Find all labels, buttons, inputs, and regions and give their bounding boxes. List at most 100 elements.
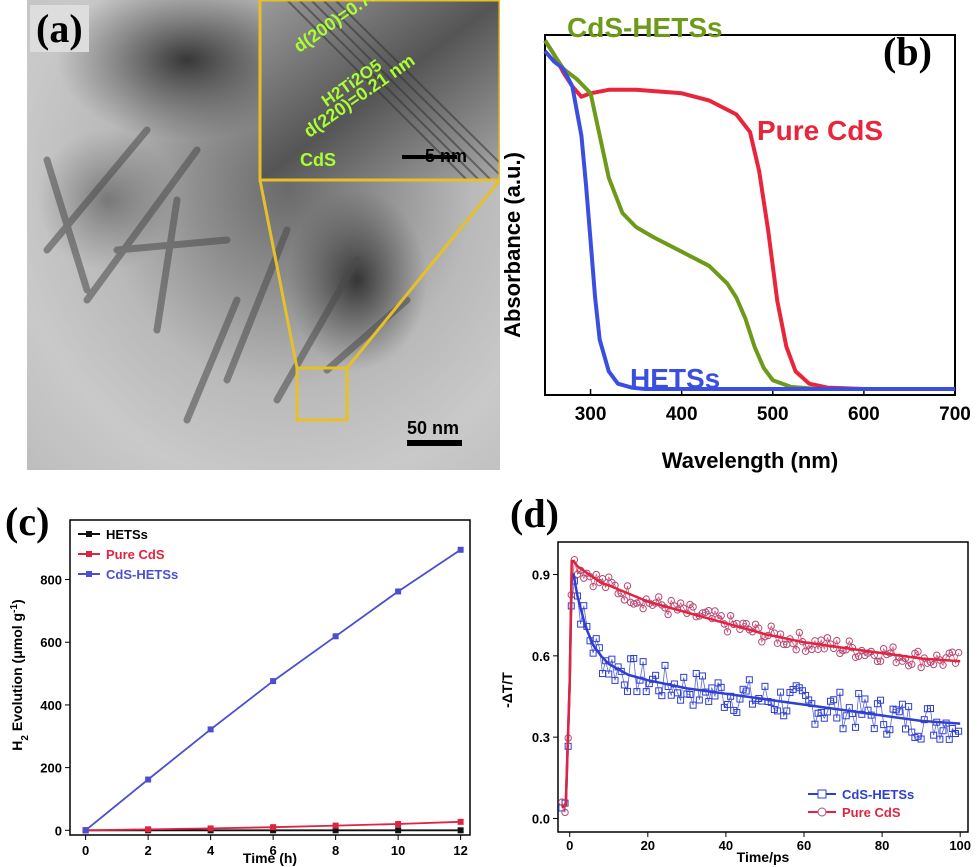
data-point-d-pure-cds bbox=[823, 634, 832, 642]
raw-trace-d-cds-hetss bbox=[561, 580, 959, 809]
data-point-d-pure-cds bbox=[620, 596, 629, 604]
x-tick-label-c: 10 bbox=[391, 843, 405, 858]
data-point-d-cds-hetss bbox=[695, 696, 703, 704]
data-point-d-pure-cds bbox=[723, 628, 732, 636]
x-tick-label-b: 600 bbox=[848, 404, 880, 425]
data-point-d-cds-hetss bbox=[917, 735, 925, 743]
data-point-c-pure-cds bbox=[457, 818, 464, 825]
panel-a: (a) d(200)=0.73 nm H2Ti2O5 d(220)=0.21 n… bbox=[0, 0, 505, 472]
data-point-d-pure-cds bbox=[914, 647, 922, 656]
data-point-c-cds-hetss bbox=[270, 678, 277, 685]
data-point-c-cds-hetss bbox=[82, 827, 89, 834]
data-point-d-pure-cds bbox=[851, 653, 860, 662]
series-line-b-hetss bbox=[543, 49, 955, 391]
data-point-d-cds-hetss bbox=[936, 735, 944, 743]
data-point-d-pure-cds bbox=[667, 596, 675, 605]
data-point-d-cds-hetss bbox=[745, 676, 753, 684]
x-tick-label-d: 60 bbox=[797, 838, 811, 853]
x-tick-label-d: 40 bbox=[719, 838, 733, 853]
data-point-d-pure-cds bbox=[742, 619, 750, 628]
data-point-d-cds-hetss bbox=[620, 681, 628, 689]
data-point-d-cds-hetss bbox=[855, 690, 863, 698]
data-point-d-cds-hetss bbox=[661, 661, 669, 669]
x-axis-label-b: Wavelength (nm) bbox=[662, 448, 838, 473]
data-point-c-cds-hetss bbox=[332, 633, 339, 640]
data-point-d-pure-cds bbox=[889, 643, 897, 651]
x-tick-label-d: 100 bbox=[949, 838, 971, 853]
y-tick-label-c: 800 bbox=[40, 573, 62, 588]
data-point-d-cds-hetss bbox=[945, 735, 953, 743]
fit-line-d-pure-cds bbox=[561, 559, 961, 809]
data-point-d-pure-cds bbox=[767, 622, 775, 630]
x-tick-label-c: 12 bbox=[453, 843, 467, 858]
x-tick-label-b: 500 bbox=[757, 404, 789, 425]
data-point-d-pure-cds bbox=[845, 637, 853, 645]
data-point-d-cds-hetss bbox=[608, 655, 616, 663]
tem-texture bbox=[37, 0, 500, 446]
data-point-d-cds-hetss bbox=[761, 682, 769, 690]
series-line-b-cds-hetss bbox=[543, 39, 955, 391]
data-point-d-pure-cds bbox=[917, 663, 925, 672]
data-point-d-cds-hetss bbox=[877, 696, 885, 704]
data-point-d-cds-hetss bbox=[717, 683, 725, 691]
x-tick-label-c: 2 bbox=[145, 843, 152, 858]
phase-label-2: CdS bbox=[300, 150, 336, 170]
data-point-d-cds-hetss bbox=[630, 654, 638, 662]
data-point-d-pure-cds bbox=[954, 648, 963, 657]
series-label-pure-cds: Pure CdS bbox=[757, 115, 883, 146]
data-point-d-cds-hetss bbox=[852, 723, 860, 731]
y-tick-label-c: 400 bbox=[40, 698, 62, 713]
data-point-d-pure-cds bbox=[779, 640, 788, 649]
data-point-d-pure-cds bbox=[833, 636, 841, 645]
x-tick-label-c: 0 bbox=[82, 843, 89, 858]
y-tick-label-d: 0.3 bbox=[532, 730, 550, 745]
legend-marker-d bbox=[817, 789, 827, 799]
data-point-d-pure-cds bbox=[908, 660, 916, 669]
data-point-d-cds-hetss bbox=[705, 697, 713, 705]
data-point-d-cds-hetss bbox=[777, 688, 785, 696]
data-point-d-cds-hetss bbox=[658, 692, 666, 700]
legend-marker-c bbox=[86, 571, 92, 577]
data-point-d-cds-hetss bbox=[733, 708, 741, 716]
data-point-d-cds-hetss bbox=[955, 727, 963, 735]
data-point-d-pure-cds bbox=[717, 612, 725, 620]
data-point-d-pure-cds bbox=[726, 611, 735, 620]
legend-marker-c bbox=[86, 551, 92, 557]
data-point-d-cds-hetss bbox=[773, 707, 781, 715]
legend-label-c: Pure CdS bbox=[106, 547, 165, 562]
x-tick-label-d: 0 bbox=[566, 838, 573, 853]
data-point-c-pure-cds bbox=[395, 821, 402, 828]
legend-marker-d bbox=[817, 807, 827, 817]
data-point-d-cds-hetss bbox=[680, 673, 688, 681]
data-point-d-cds-hetss bbox=[723, 700, 731, 708]
data-point-d-cds-hetss bbox=[698, 672, 706, 680]
plot-frame-c bbox=[69, 519, 471, 836]
x-axis-label-c: Time (h) bbox=[243, 850, 297, 866]
data-point-d-pure-cds bbox=[792, 646, 800, 654]
y-axis-label-d: -ΔT/T bbox=[499, 672, 515, 708]
legend-label-d: CdS-HETSs bbox=[842, 787, 914, 802]
data-point-d-cds-hetss bbox=[652, 671, 660, 679]
data-point-d-cds-hetss bbox=[624, 687, 632, 695]
data-point-d-cds-hetss bbox=[839, 725, 847, 733]
data-point-d-pure-cds bbox=[873, 657, 882, 666]
y-tick-label-d: 0.9 bbox=[532, 568, 550, 583]
data-point-c-pure-cds bbox=[145, 826, 152, 833]
data-point-d-cds-hetss bbox=[811, 720, 819, 728]
x-axis-label-d: Time/ps bbox=[737, 849, 790, 865]
data-point-d-cds-hetss bbox=[677, 696, 685, 704]
data-point-d-cds-hetss bbox=[861, 695, 869, 703]
data-point-d-cds-hetss bbox=[830, 696, 838, 704]
data-point-c-pure-cds bbox=[207, 825, 214, 832]
x-tick-label-b: 700 bbox=[939, 404, 971, 425]
series-label-hetss: HETSs bbox=[630, 363, 720, 394]
data-point-d-cds-hetss bbox=[905, 703, 913, 711]
y-axis-label-c: H2 Evolution (μmol g-1) bbox=[9, 599, 31, 750]
data-point-c-cds-hetss bbox=[207, 726, 214, 733]
data-point-d-cds-hetss bbox=[642, 688, 650, 696]
x-tick-label-d: 80 bbox=[875, 838, 889, 853]
data-point-d-pure-cds bbox=[876, 657, 885, 665]
data-point-d-cds-hetss bbox=[930, 731, 938, 739]
x-tick-label-b: 300 bbox=[575, 404, 607, 425]
y-tick-label-c: 0 bbox=[55, 823, 62, 838]
